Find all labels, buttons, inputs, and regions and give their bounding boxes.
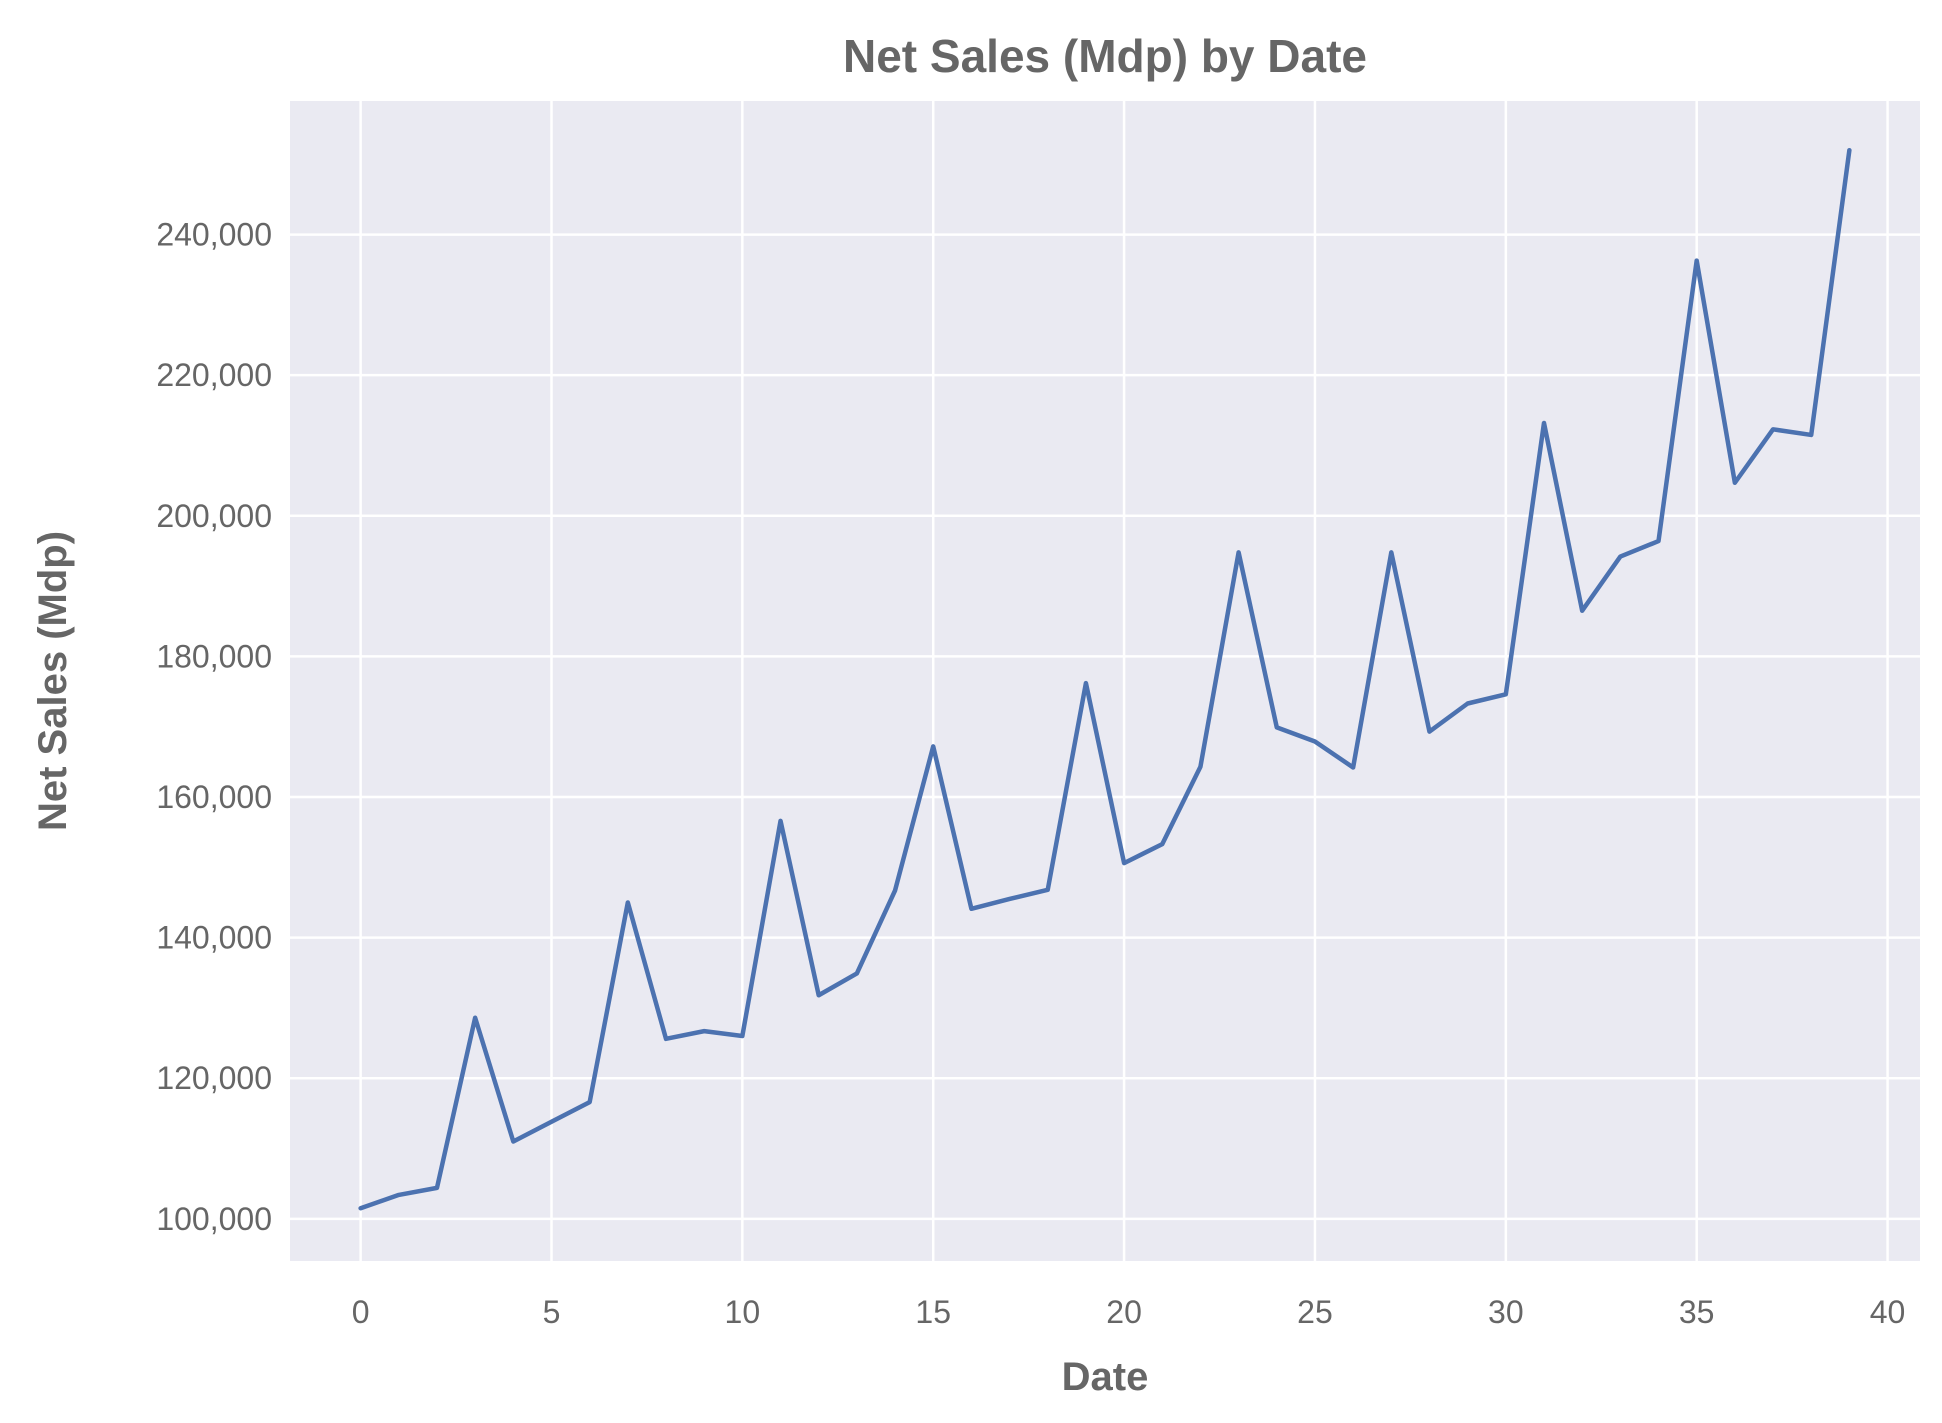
- plot-background: [290, 101, 1920, 1261]
- y-tick-label: 200,000: [156, 498, 272, 534]
- y-tick-label: 140,000: [156, 920, 272, 956]
- y-tick-label: 100,000: [156, 1201, 272, 1237]
- x-tick-label: 10: [725, 1294, 761, 1330]
- x-axis-label: Date: [1062, 1355, 1149, 1399]
- x-tick-label: 15: [915, 1294, 951, 1330]
- y-axis-label: Net Sales (Mdp): [31, 531, 75, 831]
- grid-lines: [290, 101, 1920, 1261]
- x-axis-ticks: 0 5 10 15 20 25 30 35 40: [352, 1294, 1906, 1330]
- y-tick-label: 240,000: [156, 217, 272, 253]
- x-tick-label: 30: [1488, 1294, 1524, 1330]
- x-tick-label: 25: [1297, 1294, 1333, 1330]
- chart-title: Net Sales (Mdp) by Date: [843, 30, 1367, 82]
- y-tick-label: 120,000: [156, 1060, 272, 1096]
- x-tick-label: 35: [1679, 1294, 1715, 1330]
- y-tick-label: 160,000: [156, 779, 272, 815]
- y-tick-label: 220,000: [156, 357, 272, 393]
- y-tick-label: 180,000: [156, 638, 272, 674]
- x-tick-label: 5: [543, 1294, 561, 1330]
- x-tick-label: 40: [1870, 1294, 1906, 1330]
- x-tick-label: 20: [1106, 1294, 1142, 1330]
- x-tick-label: 0: [352, 1294, 370, 1330]
- y-axis-ticks: 100,000 120,000 140,000 160,000 180,000 200,0…: [156, 217, 272, 1237]
- series-line: [358, 147, 1852, 1211]
